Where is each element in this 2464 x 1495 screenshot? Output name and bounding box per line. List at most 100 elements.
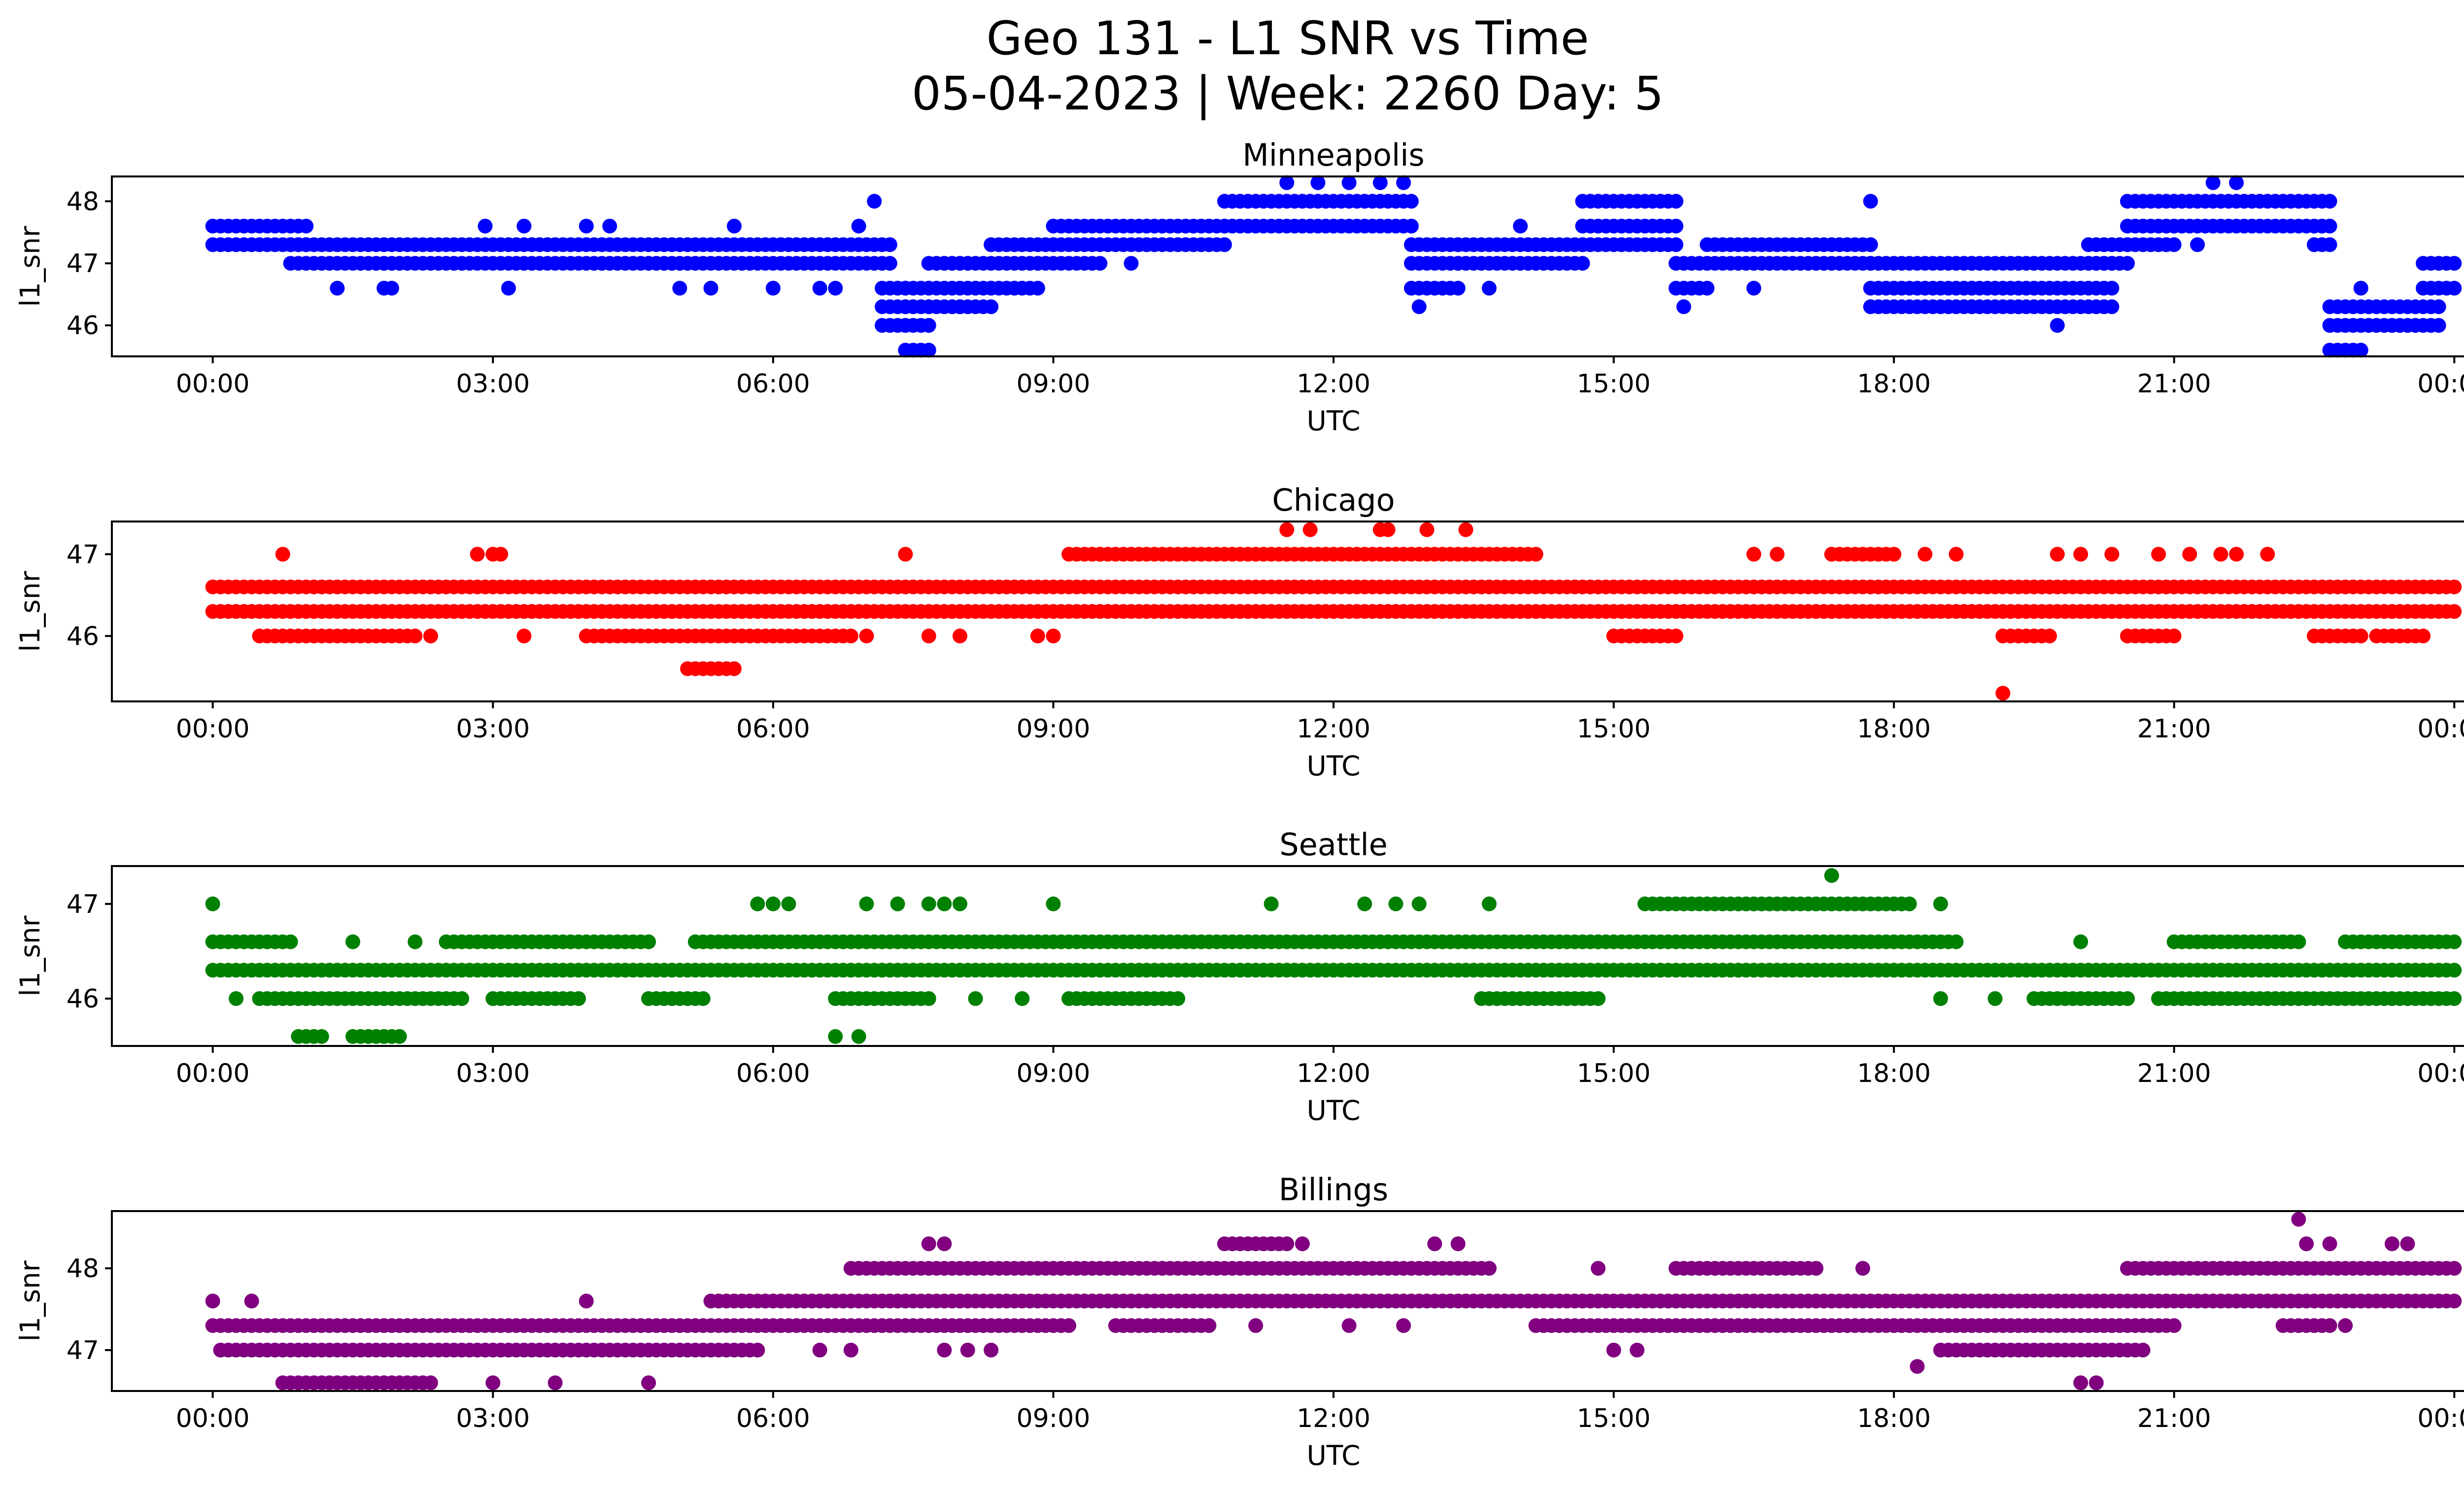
data-point: [1279, 522, 1295, 537]
data-point: [571, 991, 586, 1006]
data-point: [1746, 280, 1761, 296]
data-point: [579, 1293, 594, 1309]
y-axis-label: l1_snr: [14, 915, 46, 996]
data-point: [2166, 1318, 2182, 1333]
data-point: [1591, 991, 1606, 1006]
data-point: [299, 218, 314, 234]
data-point: [2151, 547, 2166, 562]
data-point: [750, 896, 765, 911]
data-point: [2073, 934, 2088, 949]
data-point: [2291, 1212, 2306, 1227]
data-point: [2447, 1293, 2462, 1309]
data-point: [2322, 237, 2337, 252]
data-point: [2338, 1318, 2353, 1333]
subplot-title: Minneapolis: [1242, 137, 1425, 173]
data-point: [2400, 1236, 2415, 1252]
data-point: [1380, 522, 1396, 537]
data-point: [1933, 896, 1948, 911]
data-point: [1668, 218, 1683, 234]
data-point: [1528, 547, 1543, 562]
data-point: [960, 1343, 975, 1357]
data-point: [859, 628, 874, 644]
subplot-title: Seattle: [1279, 827, 1387, 863]
x-axis-label: UTC: [1306, 750, 1360, 782]
data-point: [2213, 547, 2228, 562]
y-tick-label: 47: [67, 890, 99, 919]
x-tick-label: 06:00: [736, 1404, 810, 1433]
data-point: [2042, 628, 2057, 644]
data-point: [952, 299, 967, 314]
data-point: [2431, 318, 2446, 333]
x-tick-label: 03:00: [456, 714, 530, 744]
data-point: [765, 280, 781, 296]
data-point: [851, 1029, 866, 1044]
data-point: [423, 1375, 438, 1391]
data-point: [882, 237, 897, 252]
data-point: [898, 547, 913, 562]
data-point: [1341, 175, 1357, 190]
data-point: [1575, 256, 1590, 271]
data-point: [408, 934, 423, 949]
data-point: [968, 991, 983, 1006]
data-point: [454, 991, 470, 1006]
data-point: [859, 896, 874, 911]
data-point: [2135, 1343, 2151, 1357]
data-point: [1481, 1261, 1497, 1276]
x-tick-label: 21:00: [2137, 369, 2211, 399]
data-point: [1411, 299, 1427, 314]
data-point: [2447, 963, 2462, 978]
data-point: [2260, 547, 2275, 562]
x-axis-label: UTC: [1306, 1095, 1360, 1126]
data-point: [2050, 547, 2065, 562]
data-point: [1902, 896, 1917, 911]
data-point: [501, 280, 516, 296]
x-tick-label: 09:00: [1016, 714, 1090, 744]
data-point: [384, 280, 399, 296]
data-point: [1606, 1343, 1621, 1357]
x-tick-label: 03:00: [456, 1059, 530, 1088]
data-point: [1863, 194, 1878, 209]
x-tick-label: 21:00: [2137, 714, 2211, 744]
data-point: [921, 991, 936, 1006]
data-point: [1668, 628, 1683, 644]
data-point: [1481, 896, 1497, 911]
data-point: [1809, 1261, 1824, 1276]
data-point: [1411, 896, 1427, 911]
data-point: [548, 1375, 563, 1391]
data-point: [1279, 175, 1295, 190]
y-tick-label: 46: [67, 984, 99, 1014]
x-tick-label: 18:00: [1857, 369, 1931, 399]
x-tick-label: 00:00: [176, 1404, 250, 1433]
data-point: [2190, 237, 2205, 252]
x-tick-label: 06:00: [736, 1059, 810, 1088]
data-point: [1264, 896, 1279, 911]
data-point: [1591, 1261, 1606, 1276]
x-tick-label: 09:00: [1016, 1404, 1090, 1433]
data-point: [2385, 1236, 2399, 1252]
x-tick-label: 12:00: [1297, 369, 1370, 399]
data-point: [2104, 299, 2120, 314]
x-tick-label: 12:00: [1297, 1404, 1370, 1433]
data-point: [1770, 547, 1785, 562]
data-point: [1458, 522, 1473, 537]
data-point: [1824, 868, 1839, 883]
y-axis-label: l1_snr: [14, 571, 46, 652]
y-tick-label: 46: [67, 311, 99, 341]
data-point: [1886, 547, 1902, 562]
data-point: [765, 896, 781, 911]
data-point: [695, 991, 711, 1006]
data-point: [828, 280, 843, 296]
data-point: [1124, 256, 1139, 271]
subplots-container: Minneapolis 00:00 03:00 06:00 09:00 12:00 15:0…: [14, 137, 2464, 1471]
data-point: [1403, 194, 1419, 209]
data-point: [843, 1343, 858, 1357]
data-point: [1933, 991, 1948, 1006]
x-tick-label: 00:00: [176, 714, 250, 744]
data-point: [2229, 175, 2244, 190]
data-point: [1513, 218, 1528, 234]
data-point: [2353, 280, 2368, 296]
y-axis-label: l1_snr: [14, 226, 46, 307]
x-tick-label: 21:00: [2137, 1059, 2211, 1088]
data-point: [1427, 1236, 1442, 1252]
